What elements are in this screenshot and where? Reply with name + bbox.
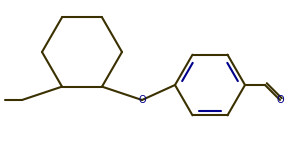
Text: O: O <box>276 95 284 105</box>
Text: O: O <box>138 95 146 105</box>
